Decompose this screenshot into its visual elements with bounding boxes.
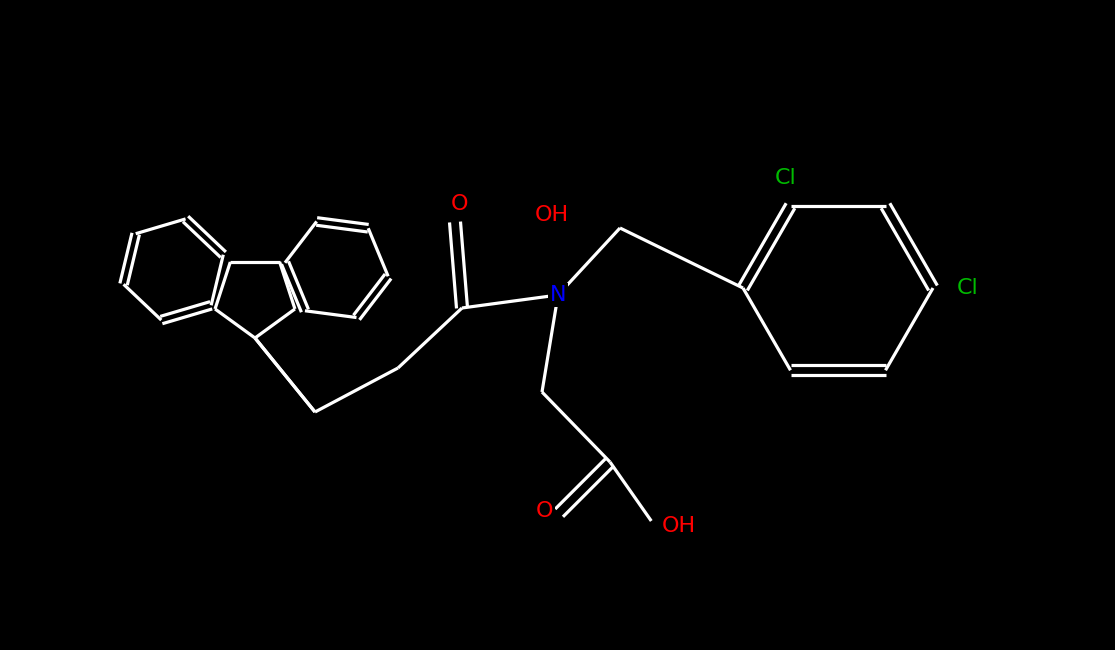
Text: OH: OH: [662, 516, 697, 536]
Text: Cl: Cl: [775, 168, 796, 188]
Text: N: N: [550, 285, 566, 305]
Text: OH: OH: [535, 205, 569, 225]
Text: Cl: Cl: [957, 278, 979, 298]
Text: O: O: [452, 194, 468, 214]
Text: O: O: [535, 501, 553, 521]
